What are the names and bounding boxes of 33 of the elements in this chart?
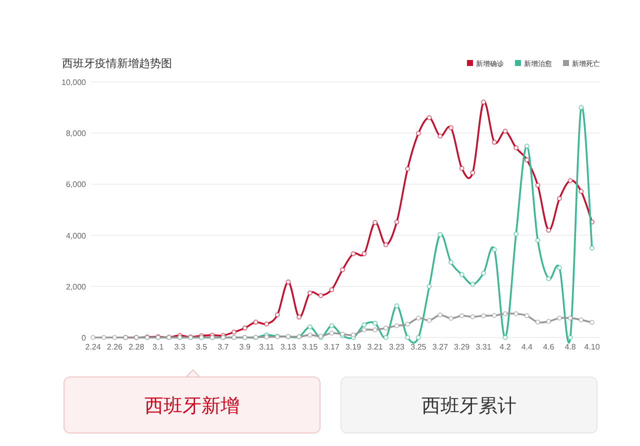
y-tick-label: 8,000	[66, 129, 87, 138]
x-tick-label: 3.29	[454, 342, 470, 352]
x-tick-label: 3.5	[196, 342, 208, 352]
y-tick-label: 4,000	[66, 231, 87, 240]
x-tick-label: 4.10	[584, 342, 600, 352]
x-tick-label: 2.28	[128, 342, 145, 352]
x-tick-label: 4.2	[500, 342, 512, 352]
x-tick-label: 3.7	[218, 342, 230, 352]
x-tick-label: 3.11	[259, 342, 275, 352]
x-tick-label: 2.26	[106, 342, 124, 352]
y-tick-label: 2,000	[66, 282, 87, 292]
text: 西班牙新增	[144, 395, 240, 417]
x-tick-label: 3.21	[367, 342, 384, 352]
y-tick-label: 0	[82, 334, 87, 342]
x-tick-label: 4.4	[521, 342, 534, 352]
x-tick-label: 3.31	[476, 342, 492, 352]
x-tick-label: 3.23	[388, 342, 406, 352]
x-tick-label: 3.27	[432, 342, 448, 352]
y-tick-label: 6,000	[66, 180, 87, 190]
x-tick-label: 3.1	[152, 342, 164, 352]
x-tick-label: 3.9	[239, 342, 251, 352]
x-tick-label: 2.24	[85, 342, 102, 352]
x-tick-label: 3.13	[280, 342, 297, 352]
x-tick-label: 3.25	[410, 342, 427, 352]
x-tick-label: 4.8	[564, 342, 576, 352]
x-tick-label: 3.3	[174, 342, 186, 352]
x-tick-label: 4.6	[543, 342, 555, 352]
y-tick-label: 10,000	[62, 78, 87, 87]
chart-title: 西班牙疫情新增趋势图	[62, 57, 172, 70]
x-tick-label: 3.15	[302, 342, 318, 352]
x-tick-label: 3.17	[324, 342, 340, 352]
text: 西班牙累计	[422, 396, 516, 417]
x-tick-label: 3.19	[346, 342, 362, 352]
